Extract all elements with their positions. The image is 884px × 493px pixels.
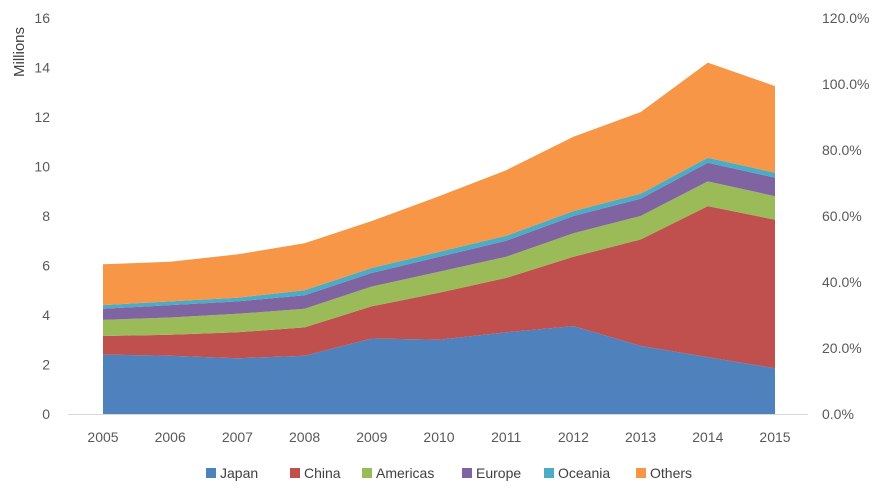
legend-item-americas: Americas bbox=[362, 465, 434, 481]
y2-tick-label: 120.0% bbox=[822, 10, 869, 26]
legend-swatch bbox=[362, 468, 372, 478]
y2-tick-label: 0.0% bbox=[822, 406, 854, 422]
y-axis-title: Millions bbox=[11, 27, 28, 77]
area-europe bbox=[103, 162, 775, 320]
y2-tick-label: 60.0% bbox=[822, 208, 862, 224]
legend-label: Japan bbox=[220, 465, 258, 481]
x-tick-label: 2005 bbox=[87, 429, 118, 445]
x-axis-ticks: 2005 2006 2007 2008 2009 2010 2011 2012 2013 2014… bbox=[87, 429, 790, 445]
legend-label: Oceania bbox=[558, 465, 610, 481]
x-tick-label: 2006 bbox=[155, 429, 186, 445]
x-tick-label: 2015 bbox=[759, 429, 790, 445]
legend-swatch bbox=[544, 468, 554, 478]
legend-label: Europe bbox=[476, 465, 521, 481]
x-tick-label: 2007 bbox=[222, 429, 253, 445]
legend-label: Americas bbox=[376, 465, 434, 481]
y-tick-label: 10 bbox=[34, 159, 50, 175]
y2-tick-label: 80.0% bbox=[822, 142, 862, 158]
x-tick-label: 2009 bbox=[356, 429, 387, 445]
legend-item-china: China bbox=[290, 465, 341, 481]
x-tick-label: 2008 bbox=[289, 429, 320, 445]
y-tick-label: 0 bbox=[42, 406, 50, 422]
y-tick-label: 6 bbox=[42, 258, 50, 274]
legend-item-others: Others bbox=[636, 465, 692, 481]
y-tick-label: 16 bbox=[34, 10, 50, 26]
area-americas bbox=[103, 181, 775, 336]
legend-swatch bbox=[290, 468, 300, 478]
y-tick-label: 14 bbox=[34, 60, 50, 76]
y2-tick-label: 40.0% bbox=[822, 274, 862, 290]
legend-item-oceania: Oceania bbox=[544, 465, 610, 481]
legend-item-japan: Japan bbox=[206, 465, 258, 481]
x-tick-label: 2012 bbox=[558, 429, 589, 445]
legend-label: China bbox=[304, 465, 341, 481]
y-tick-label: 12 bbox=[34, 109, 50, 125]
y-axis-ticks: 0 2 4 6 8 10 12 14 16 bbox=[34, 10, 50, 422]
y-tick-label: 2 bbox=[42, 357, 50, 373]
x-tick-label: 2011 bbox=[491, 429, 521, 445]
y2-tick-label: 20.0% bbox=[822, 340, 862, 356]
area-china bbox=[103, 206, 775, 369]
y-tick-label: 4 bbox=[42, 307, 50, 323]
legend: Japan China Americas Europe Oceania Others bbox=[206, 465, 692, 481]
area-japan bbox=[103, 326, 775, 414]
area-series-group bbox=[103, 62, 775, 414]
legend-swatch bbox=[206, 468, 216, 478]
y2-tick-label: 100.0% bbox=[822, 76, 869, 92]
legend-item-europe: Europe bbox=[462, 465, 521, 481]
legend-swatch bbox=[462, 468, 472, 478]
legend-swatch bbox=[636, 468, 646, 478]
x-tick-label: 2014 bbox=[692, 429, 723, 445]
x-tick-label: 2013 bbox=[625, 429, 656, 445]
legend-label: Others bbox=[650, 465, 692, 481]
x-tick-label: 2010 bbox=[423, 429, 454, 445]
area-others bbox=[103, 62, 775, 306]
y-tick-label: 8 bbox=[42, 208, 50, 224]
secondary-y-axis-ticks: 0.0% 20.0% 40.0% 60.0% 80.0% 100.0% 120.0% bbox=[822, 10, 869, 422]
